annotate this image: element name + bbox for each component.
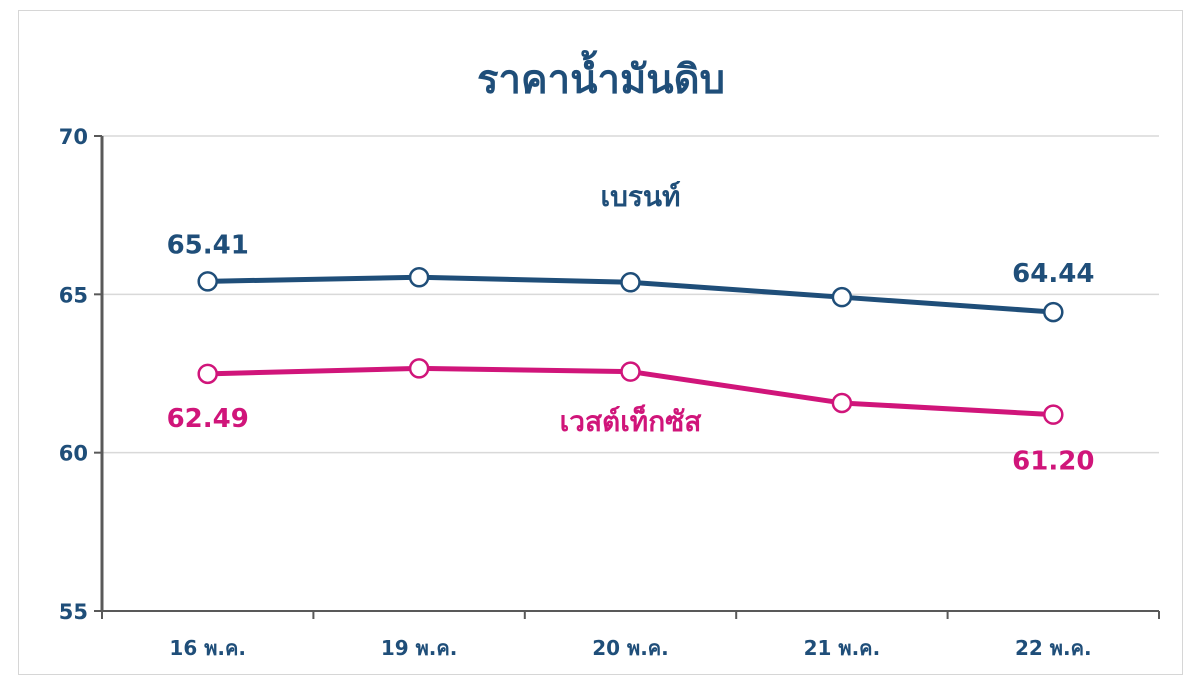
data-label: 62.49 [167, 404, 249, 434]
x-tick-label: 21 พ.ค. [804, 636, 881, 660]
data-label: 61.20 [1012, 447, 1094, 477]
data-point [408, 266, 430, 288]
x-tick-label: 16 พ.ค. [169, 636, 246, 660]
data-point [620, 361, 641, 382]
data-point [831, 392, 853, 414]
data-point [1043, 301, 1064, 323]
y-tick-label: 70 [59, 125, 88, 149]
label-layer: เบรนท์เวสต์เท็กซัส 65.41 64.44 62.49 61.20 [167, 180, 1095, 477]
series-layer [197, 266, 1064, 425]
data-label: 64.44 [1012, 259, 1094, 289]
chart-frame: ราคาน้ำมันดิบ 55 60 65 70 16 พ.ค. 19 พ.ค. 20 พ… [18, 10, 1183, 675]
x-tick-label: 20 พ.ค. [592, 636, 669, 660]
x-tick-label: 22 พ.ค. [1015, 636, 1092, 660]
x-tick-label: 19 พ.ค. [381, 636, 458, 660]
data-point [620, 272, 641, 293]
line-chart: ราคาน้ำมันดิบ 55 60 65 70 16 พ.ค. 19 พ.ค. 20 พ… [59, 50, 1160, 660]
y-tick-label: 60 [59, 442, 88, 466]
series-name-label: เวสต์เท็กซัส [560, 404, 703, 438]
data-point [408, 358, 430, 379]
data-point [831, 286, 853, 308]
series-name-label: เบรนท์ [601, 180, 681, 213]
data-point [197, 363, 218, 385]
chart-title: ราคาน้ำมันดิบ [477, 50, 725, 103]
data-label: 65.41 [167, 230, 249, 260]
data-point [197, 271, 218, 292]
y-tick-label: 55 [59, 600, 88, 624]
grid-layer [102, 135, 1159, 454]
data-point [1043, 404, 1064, 425]
axis-layer: 55 60 65 70 16 พ.ค. 19 พ.ค. 20 พ.ค. 21 พ.ค. 22 พ… [59, 125, 1160, 660]
y-tick-label: 65 [59, 283, 88, 307]
